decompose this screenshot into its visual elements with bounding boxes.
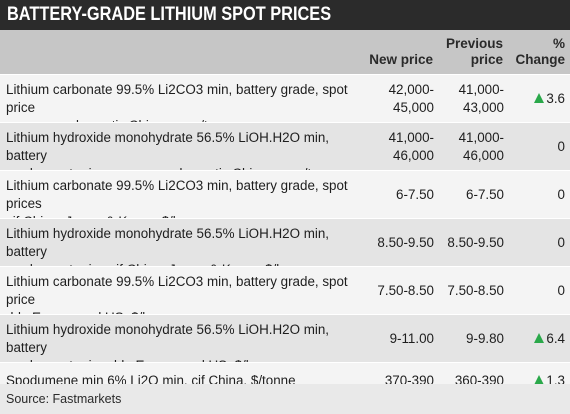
row-pct-change-value: 0 <box>557 139 565 154</box>
row-new-price: 7.50-8.50 <box>354 282 434 300</box>
row-description-line: Lithium carbonate 99.5% Li2CO3 min, batt… <box>6 178 348 211</box>
row-new-price-line: 41,000- <box>388 130 434 145</box>
row-description-line: Lithium hydroxide monohydrate 56.5% LiOH… <box>6 322 330 355</box>
up-arrow-icon <box>534 333 545 343</box>
row-new-price-line: 7.50-8.50 <box>377 283 434 298</box>
row-pct-change: 0 <box>503 282 565 300</box>
row-new-price: 9-11.00 <box>354 330 434 348</box>
table-footer: Source: Fastmarkets <box>0 384 570 414</box>
header-previous-line2: price <box>470 52 503 67</box>
row-pct-change-value: 0 <box>557 187 565 202</box>
row-previous-price: 41,000- 43,000 <box>424 81 504 117</box>
row-pct-change: 0 <box>503 234 565 252</box>
row-previous-price-line: 9-9.80 <box>466 331 504 346</box>
row-description-line: Lithium hydroxide monohydrate 56.5% LiOH… <box>6 130 330 163</box>
row-previous-price-line: 8.50-9.50 <box>447 235 504 250</box>
row-new-price-line: 46,000 <box>393 148 434 163</box>
row-new-price-line: 6-7.50 <box>396 187 434 202</box>
row-previous-price-line: 7.50-8.50 <box>447 283 504 298</box>
row-new-price: 6-7.50 <box>354 186 434 204</box>
source-note: Source: Fastmarkets <box>6 392 122 406</box>
header-pct-line2: Change <box>515 52 565 67</box>
table-row: Lithium carbonate 99.5% Li2CO3 min, batt… <box>0 170 570 229</box>
row-previous-price: 8.50-9.50 <box>424 234 504 252</box>
row-pct-change: 0 <box>503 186 565 204</box>
row-new-price-line: 8.50-9.50 <box>377 235 434 250</box>
row-description-line: Lithium carbonate 99.5% Li2CO3 min, batt… <box>6 274 348 307</box>
row-previous-price-line: 43,000 <box>463 100 504 115</box>
row-new-price: 41,000- 46,000 <box>354 129 434 165</box>
row-pct-change: 0 <box>503 138 565 156</box>
row-previous-price-line: 46,000 <box>463 148 504 163</box>
table-row: Lithium hydroxide monohydrate 56.5% LiOH… <box>0 314 570 373</box>
row-previous-price: 7.50-8.50 <box>424 282 504 300</box>
row-new-price-line: 9-11.00 <box>389 331 434 346</box>
row-new-price: 42,000- 45,000 <box>354 81 434 117</box>
row-previous-price: 6-7.50 <box>424 186 504 204</box>
row-pct-change-value: 3.6 <box>546 91 565 106</box>
row-pct-change-value: 6.4 <box>546 331 565 346</box>
row-previous-price-line: 41,000- <box>458 130 504 145</box>
table-row: Lithium hydroxide monohydrate 56.5% LiOH… <box>0 122 570 181</box>
row-new-price-line: 45,000 <box>393 100 434 115</box>
row-description-line: Lithium hydroxide monohydrate 56.5% LiOH… <box>6 226 330 259</box>
table-row: Lithium carbonate 99.5% Li2CO3 min, batt… <box>0 266 570 325</box>
row-previous-price-line: 41,000- <box>458 82 504 97</box>
row-pct-change-value: 0 <box>557 283 565 298</box>
table-row: Lithium carbonate 99.5% Li2CO3 min, batt… <box>0 74 570 133</box>
up-arrow-icon <box>534 93 545 103</box>
table-header: New price Previous price % Change <box>0 30 570 74</box>
row-previous-price: 9-9.80 <box>424 330 504 348</box>
header-previous-line1: Previous <box>445 36 503 51</box>
row-new-price-line: 42,000- <box>388 82 434 97</box>
header-previous-price: Previous price <box>433 36 503 72</box>
header-new-price: New price <box>369 52 433 67</box>
row-pct-change-value: 0 <box>557 235 565 250</box>
table-title-text: BATTERY-GRADE LITHIUM SPOT PRICES <box>7 4 332 25</box>
row-pct-change: 3.6 <box>503 90 565 108</box>
row-pct-change: 6.4 <box>503 330 565 348</box>
row-previous-price-line: 6-7.50 <box>466 187 504 202</box>
header-pct-line1: % <box>552 36 565 51</box>
table-row: Lithium hydroxide monohydrate 56.5% LiOH… <box>0 218 570 277</box>
up-arrow-icon <box>534 375 545 385</box>
row-new-price: 8.50-9.50 <box>354 234 434 252</box>
table-title: BATTERY-GRADE LITHIUM SPOT PRICES <box>0 0 570 30</box>
row-description-line: Lithium carbonate 99.5% Li2CO3 min, batt… <box>6 82 348 115</box>
header-pct-change: % Change <box>503 36 565 72</box>
row-previous-price: 41,000- 46,000 <box>424 129 504 165</box>
